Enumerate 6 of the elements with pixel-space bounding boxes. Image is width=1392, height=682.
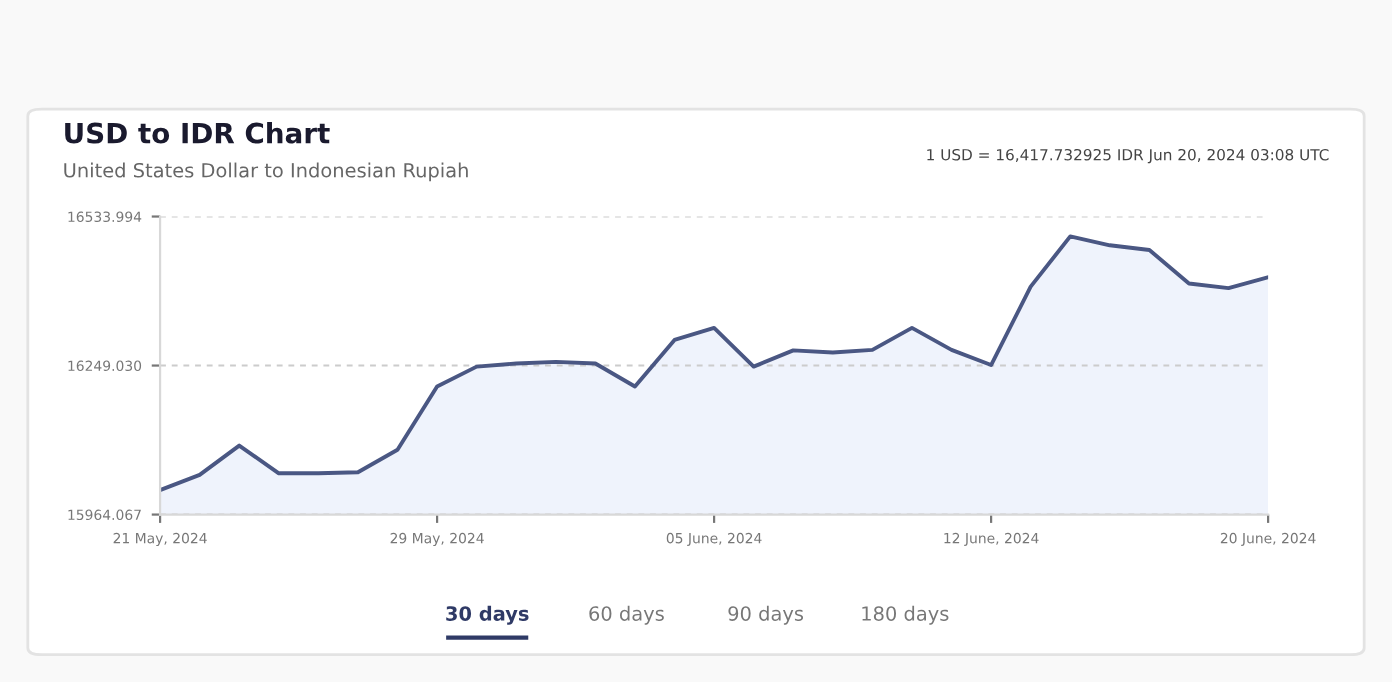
text: 60 days (589, 605, 664, 625)
chart-title: USD to IDR Chart (65, 122, 330, 144)
text: 180 days (862, 605, 949, 625)
text: 90 days (728, 605, 804, 625)
chart-subtitle: United States Dollar to Indonesian Rupiah (64, 162, 468, 182)
text: 30 days (446, 605, 529, 625)
